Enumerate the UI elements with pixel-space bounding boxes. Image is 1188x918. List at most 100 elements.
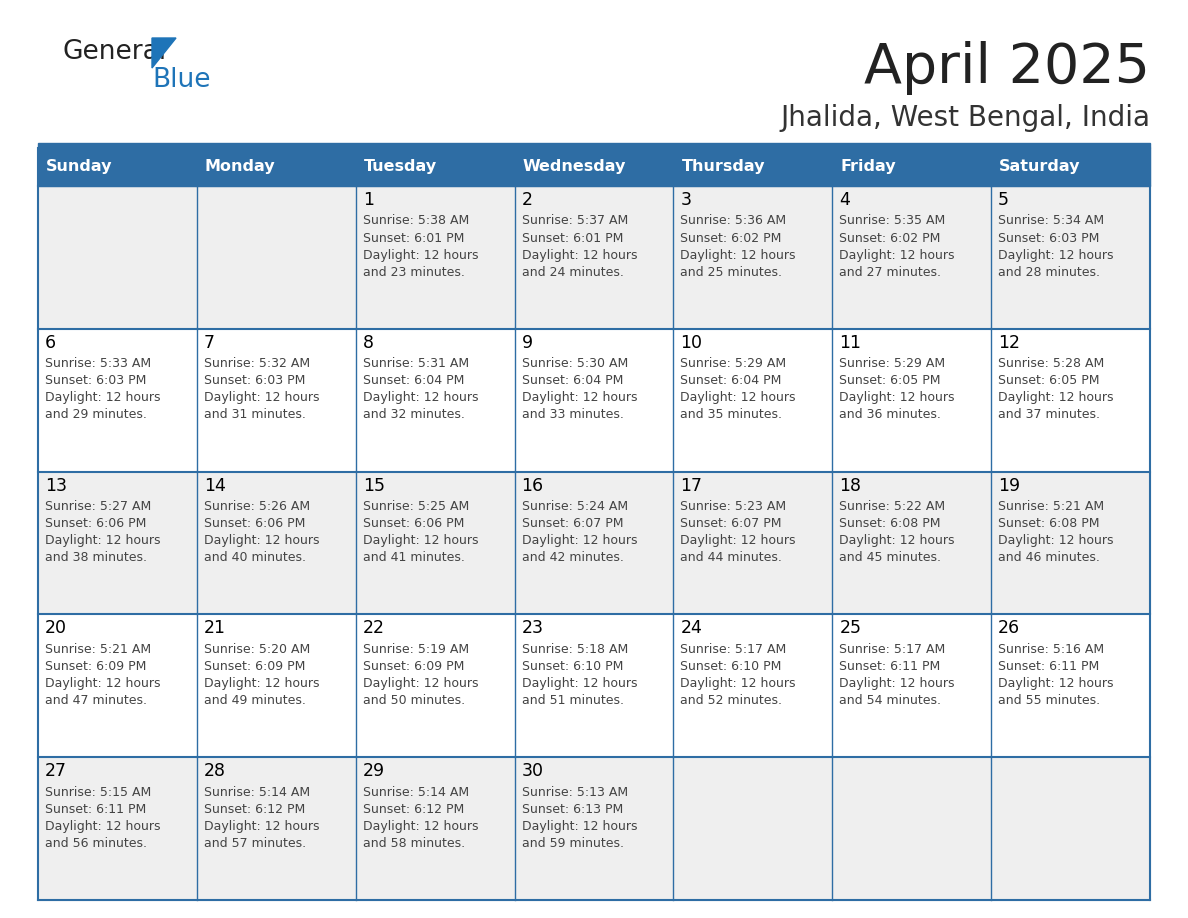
Text: 1: 1 bbox=[362, 191, 374, 209]
Text: 23: 23 bbox=[522, 620, 544, 637]
Text: 26: 26 bbox=[998, 620, 1020, 637]
Text: Daylight: 12 hours: Daylight: 12 hours bbox=[522, 391, 637, 404]
Text: Sunrise: 5:13 AM: Sunrise: 5:13 AM bbox=[522, 786, 627, 799]
Text: Sunrise: 5:28 AM: Sunrise: 5:28 AM bbox=[998, 357, 1105, 370]
Bar bbox=[674, 614, 833, 757]
Text: Sunset: 6:09 PM: Sunset: 6:09 PM bbox=[362, 660, 465, 673]
Text: and 44 minutes.: and 44 minutes. bbox=[681, 551, 783, 564]
Text: 29: 29 bbox=[362, 762, 385, 780]
Text: Daylight: 12 hours: Daylight: 12 hours bbox=[362, 391, 479, 404]
Text: 12: 12 bbox=[998, 334, 1020, 352]
Text: Sunrise: 5:14 AM: Sunrise: 5:14 AM bbox=[204, 786, 310, 799]
Text: 6: 6 bbox=[45, 334, 56, 352]
Text: Monday: Monday bbox=[204, 160, 276, 174]
Text: General: General bbox=[62, 39, 166, 65]
Text: 27: 27 bbox=[45, 762, 67, 780]
Text: Daylight: 12 hours: Daylight: 12 hours bbox=[45, 677, 160, 690]
Text: Sunrise: 5:29 AM: Sunrise: 5:29 AM bbox=[839, 357, 946, 370]
Text: 17: 17 bbox=[681, 476, 702, 495]
Text: 7: 7 bbox=[204, 334, 215, 352]
Text: Tuesday: Tuesday bbox=[364, 160, 437, 174]
Text: and 25 minutes.: and 25 minutes. bbox=[681, 265, 783, 278]
Text: 10: 10 bbox=[681, 334, 702, 352]
Text: Sunset: 6:07 PM: Sunset: 6:07 PM bbox=[522, 517, 623, 530]
Text: Sunset: 6:13 PM: Sunset: 6:13 PM bbox=[522, 802, 623, 816]
Text: and 38 minutes.: and 38 minutes. bbox=[45, 551, 147, 564]
Text: and 57 minutes.: and 57 minutes. bbox=[204, 836, 307, 850]
Text: Sunrise: 5:33 AM: Sunrise: 5:33 AM bbox=[45, 357, 151, 370]
Text: Sunset: 6:12 PM: Sunset: 6:12 PM bbox=[362, 802, 465, 816]
Text: and 58 minutes.: and 58 minutes. bbox=[362, 836, 465, 850]
Text: Daylight: 12 hours: Daylight: 12 hours bbox=[204, 820, 320, 833]
Text: Sunset: 6:06 PM: Sunset: 6:06 PM bbox=[45, 517, 146, 530]
Text: and 33 minutes.: and 33 minutes. bbox=[522, 409, 624, 421]
Text: Sunset: 6:11 PM: Sunset: 6:11 PM bbox=[839, 660, 941, 673]
Text: Sunrise: 5:31 AM: Sunrise: 5:31 AM bbox=[362, 357, 469, 370]
Bar bbox=[674, 472, 833, 614]
Text: and 41 minutes.: and 41 minutes. bbox=[362, 551, 465, 564]
Text: Sunset: 6:03 PM: Sunset: 6:03 PM bbox=[998, 231, 1100, 244]
Text: Sunrise: 5:38 AM: Sunrise: 5:38 AM bbox=[362, 215, 469, 228]
Bar bbox=[514, 186, 674, 329]
Text: and 24 minutes.: and 24 minutes. bbox=[522, 265, 624, 278]
Bar bbox=[38, 143, 1150, 148]
Text: Sunset: 6:05 PM: Sunset: 6:05 PM bbox=[839, 375, 941, 387]
Text: Sunrise: 5:27 AM: Sunrise: 5:27 AM bbox=[45, 500, 151, 513]
Text: 21: 21 bbox=[204, 620, 226, 637]
Bar bbox=[355, 757, 514, 900]
Text: Sunrise: 5:35 AM: Sunrise: 5:35 AM bbox=[839, 215, 946, 228]
Text: 30: 30 bbox=[522, 762, 544, 780]
Text: Sunset: 6:02 PM: Sunset: 6:02 PM bbox=[681, 231, 782, 244]
Text: and 50 minutes.: and 50 minutes. bbox=[362, 694, 465, 707]
Text: 2: 2 bbox=[522, 191, 532, 209]
Text: Sunrise: 5:25 AM: Sunrise: 5:25 AM bbox=[362, 500, 469, 513]
Text: and 42 minutes.: and 42 minutes. bbox=[522, 551, 624, 564]
Text: 3: 3 bbox=[681, 191, 691, 209]
Text: Daylight: 12 hours: Daylight: 12 hours bbox=[998, 249, 1113, 262]
Bar bbox=[355, 148, 514, 186]
Text: Sunset: 6:04 PM: Sunset: 6:04 PM bbox=[681, 375, 782, 387]
Bar bbox=[833, 186, 991, 329]
Text: 22: 22 bbox=[362, 620, 385, 637]
Text: Daylight: 12 hours: Daylight: 12 hours bbox=[204, 391, 320, 404]
Text: and 49 minutes.: and 49 minutes. bbox=[204, 694, 305, 707]
Text: Sunrise: 5:37 AM: Sunrise: 5:37 AM bbox=[522, 215, 627, 228]
Bar bbox=[38, 614, 197, 757]
Text: Sunrise: 5:14 AM: Sunrise: 5:14 AM bbox=[362, 786, 469, 799]
Text: and 59 minutes.: and 59 minutes. bbox=[522, 836, 624, 850]
Text: and 52 minutes.: and 52 minutes. bbox=[681, 694, 783, 707]
Text: Sunset: 6:04 PM: Sunset: 6:04 PM bbox=[522, 375, 623, 387]
Text: Sunrise: 5:36 AM: Sunrise: 5:36 AM bbox=[681, 215, 786, 228]
Text: Saturday: Saturday bbox=[999, 160, 1081, 174]
Text: Sunrise: 5:26 AM: Sunrise: 5:26 AM bbox=[204, 500, 310, 513]
Bar bbox=[197, 148, 355, 186]
Text: Sunset: 6:09 PM: Sunset: 6:09 PM bbox=[204, 660, 305, 673]
Text: 25: 25 bbox=[839, 620, 861, 637]
Bar bbox=[674, 186, 833, 329]
Text: and 55 minutes.: and 55 minutes. bbox=[998, 694, 1100, 707]
Text: and 35 minutes.: and 35 minutes. bbox=[681, 409, 783, 421]
Text: Daylight: 12 hours: Daylight: 12 hours bbox=[522, 534, 637, 547]
Text: 16: 16 bbox=[522, 476, 544, 495]
Text: Sunrise: 5:17 AM: Sunrise: 5:17 AM bbox=[681, 643, 786, 655]
Bar bbox=[514, 329, 674, 472]
Text: Sunset: 6:11 PM: Sunset: 6:11 PM bbox=[45, 802, 146, 816]
Text: Daylight: 12 hours: Daylight: 12 hours bbox=[45, 534, 160, 547]
Text: 8: 8 bbox=[362, 334, 374, 352]
Text: Sunset: 6:03 PM: Sunset: 6:03 PM bbox=[45, 375, 146, 387]
Text: Sunset: 6:01 PM: Sunset: 6:01 PM bbox=[522, 231, 623, 244]
Text: Daylight: 12 hours: Daylight: 12 hours bbox=[522, 677, 637, 690]
Text: Sunset: 6:06 PM: Sunset: 6:06 PM bbox=[362, 517, 465, 530]
Text: Sunrise: 5:24 AM: Sunrise: 5:24 AM bbox=[522, 500, 627, 513]
Text: and 46 minutes.: and 46 minutes. bbox=[998, 551, 1100, 564]
Text: 5: 5 bbox=[998, 191, 1009, 209]
Text: and 27 minutes.: and 27 minutes. bbox=[839, 265, 941, 278]
Bar bbox=[38, 186, 197, 329]
Text: Daylight: 12 hours: Daylight: 12 hours bbox=[522, 820, 637, 833]
Bar bbox=[991, 614, 1150, 757]
Text: Sunset: 6:08 PM: Sunset: 6:08 PM bbox=[998, 517, 1100, 530]
Text: Daylight: 12 hours: Daylight: 12 hours bbox=[681, 391, 796, 404]
Bar bbox=[674, 148, 833, 186]
Text: Sunset: 6:11 PM: Sunset: 6:11 PM bbox=[998, 660, 1099, 673]
Text: Sunrise: 5:16 AM: Sunrise: 5:16 AM bbox=[998, 643, 1105, 655]
